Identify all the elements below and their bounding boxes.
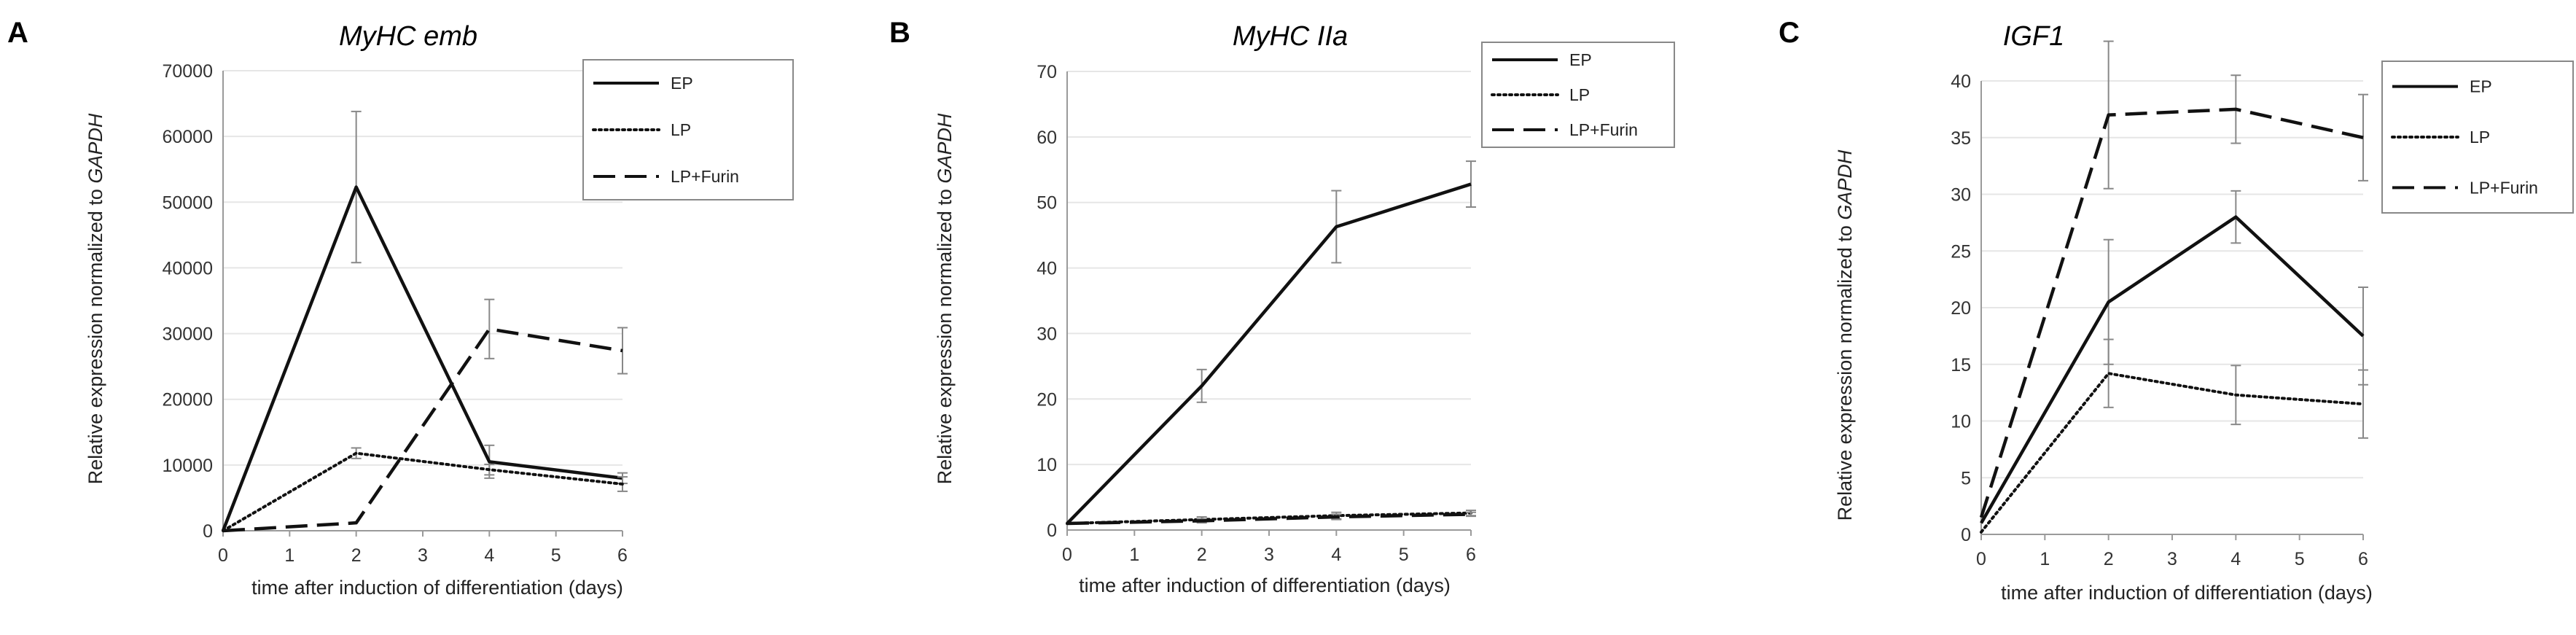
- legend-label: LP+Furin: [2470, 178, 2538, 197]
- series-lp-furin: [1981, 42, 2368, 518]
- y-tick-label: 60: [1037, 128, 1057, 148]
- y-tick-label: 5: [1961, 468, 1971, 488]
- panel-letter: A: [7, 17, 28, 49]
- y-tick-label: 35: [1951, 128, 1971, 149]
- series-line: [1981, 109, 2363, 518]
- y-tick-label: 0: [1047, 521, 1057, 541]
- y-tick-label: 25: [1951, 241, 1971, 262]
- series-line: [223, 187, 622, 531]
- legend: EP LP LP+Furin: [583, 60, 793, 200]
- series-ep: [1067, 161, 1476, 523]
- y-axis-label-gene: GAPDH: [85, 113, 106, 184]
- y-axis-label-text: Relative expression normalized to: [1834, 220, 1856, 521]
- legend-label: LP: [671, 120, 691, 139]
- chart-panel-a: A MyHC emb 0 10000 20000 30000 40000 50000 60000…: [7, 17, 793, 599]
- x-tick-label: 4: [1331, 545, 1341, 565]
- x-tick-label: 1: [284, 545, 294, 566]
- y-tick-label: 30000: [162, 324, 213, 345]
- legend: EP LP LP+Furin: [1482, 42, 1674, 147]
- series-ep: [223, 112, 628, 531]
- y-tick-label: 40: [1951, 71, 1971, 92]
- chart-panel-c: C IGF1 0 5 10 15 20 25 30 35 40 0 1 2 3 4 5 6 time after i…: [1779, 17, 2573, 604]
- y-axis-label: Relative expression normalized to GAPDH: [1834, 149, 1856, 521]
- x-tick-label: 3: [2167, 549, 2177, 569]
- y-tick-label: 20000: [162, 390, 213, 410]
- x-axis-label: time after induction of differentiation …: [1079, 574, 1451, 596]
- x-tick-label: 5: [551, 545, 561, 566]
- x-tick-label: 4: [484, 545, 494, 566]
- y-tick-label: 10: [1951, 412, 1971, 432]
- y-tick-label: 10000: [162, 456, 213, 476]
- x-tick-label: 4: [2230, 549, 2241, 569]
- x-tick-label: 2: [351, 545, 362, 566]
- chart-title: IGF1: [2003, 21, 2064, 52]
- x-tick-label: 3: [1264, 545, 1274, 565]
- x-tick-label: 5: [1399, 545, 1409, 565]
- legend-label: LP+Furin: [1569, 120, 1638, 139]
- panel-letter: B: [889, 17, 910, 49]
- legend: EP LP LP+Furin: [2382, 61, 2573, 213]
- legend-label: EP: [671, 74, 693, 93]
- series-line: [223, 329, 622, 531]
- legend-label: EP: [2470, 77, 2492, 96]
- x-tick-label: 6: [1466, 545, 1476, 565]
- y-axis-label: Relative expression normalized to GAPDH: [85, 113, 106, 484]
- y-tick-label: 30: [1951, 185, 1971, 206]
- y-tick-label: 50: [1037, 193, 1057, 214]
- x-axis-label: time after induction of differentiation …: [251, 577, 623, 599]
- x-tick-label: 6: [617, 545, 628, 566]
- chart-title: MyHC emb: [339, 21, 477, 52]
- y-tick-label: 40000: [162, 258, 213, 278]
- series-line: [1067, 184, 1471, 523]
- series-line: [1981, 373, 2363, 532]
- y-tick-label: 40: [1037, 259, 1057, 279]
- y-tick-label: 20: [1037, 389, 1057, 410]
- x-tick-label: 1: [1129, 545, 1139, 565]
- legend-label: LP+Furin: [671, 167, 739, 186]
- legend-label: EP: [1569, 50, 1592, 69]
- x-axis-label: time after induction of differentiation …: [2001, 582, 2373, 604]
- y-axis-label: Relative expression normalized to GAPDH: [934, 113, 956, 484]
- y-tick-label: 0: [1961, 525, 1971, 545]
- y-axis-label-gene: GAPDH: [1834, 149, 1856, 220]
- series-lp: [223, 448, 628, 531]
- x-tick-label: 5: [2295, 549, 2305, 569]
- y-axis-label-text: Relative expression normalized to: [85, 184, 106, 485]
- y-tick-label: 10: [1037, 455, 1057, 475]
- y-tick-label: 70: [1037, 62, 1057, 82]
- x-tick-label: 0: [218, 545, 228, 566]
- y-axis-label-gene: GAPDH: [934, 113, 956, 184]
- x-tick-label: 6: [2358, 549, 2368, 569]
- series-lp: [1981, 340, 2368, 532]
- panel-letter: C: [1779, 17, 1800, 49]
- y-tick-label: 20: [1951, 298, 1971, 319]
- y-tick-label: 50000: [162, 192, 213, 213]
- series-ep: [1981, 191, 2368, 523]
- legend-label: LP: [2470, 128, 2490, 147]
- x-tick-label: 1: [2040, 549, 2050, 569]
- x-tick-label: 0: [1062, 545, 1072, 565]
- y-tick-label: 15: [1951, 355, 1971, 375]
- y-tick-label: 0: [203, 521, 213, 542]
- y-tick-label: 60000: [162, 127, 213, 147]
- x-tick-label: 0: [1976, 549, 1986, 569]
- y-tick-label: 70000: [162, 61, 213, 82]
- chart-title: MyHC IIa: [1233, 21, 1348, 52]
- legend-label: LP: [1569, 85, 1590, 104]
- x-tick-label: 3: [418, 545, 428, 566]
- y-axis-label-text: Relative expression normalized to: [934, 184, 956, 485]
- chart-panel-b: B MyHC IIa 0 10 20 30 40 50 60 70 0 1 2 3 4 5 6 time afte…: [889, 17, 1674, 596]
- x-tick-label: 2: [1197, 545, 1207, 565]
- y-tick-label: 30: [1037, 324, 1057, 344]
- x-tick-label: 2: [2104, 549, 2114, 569]
